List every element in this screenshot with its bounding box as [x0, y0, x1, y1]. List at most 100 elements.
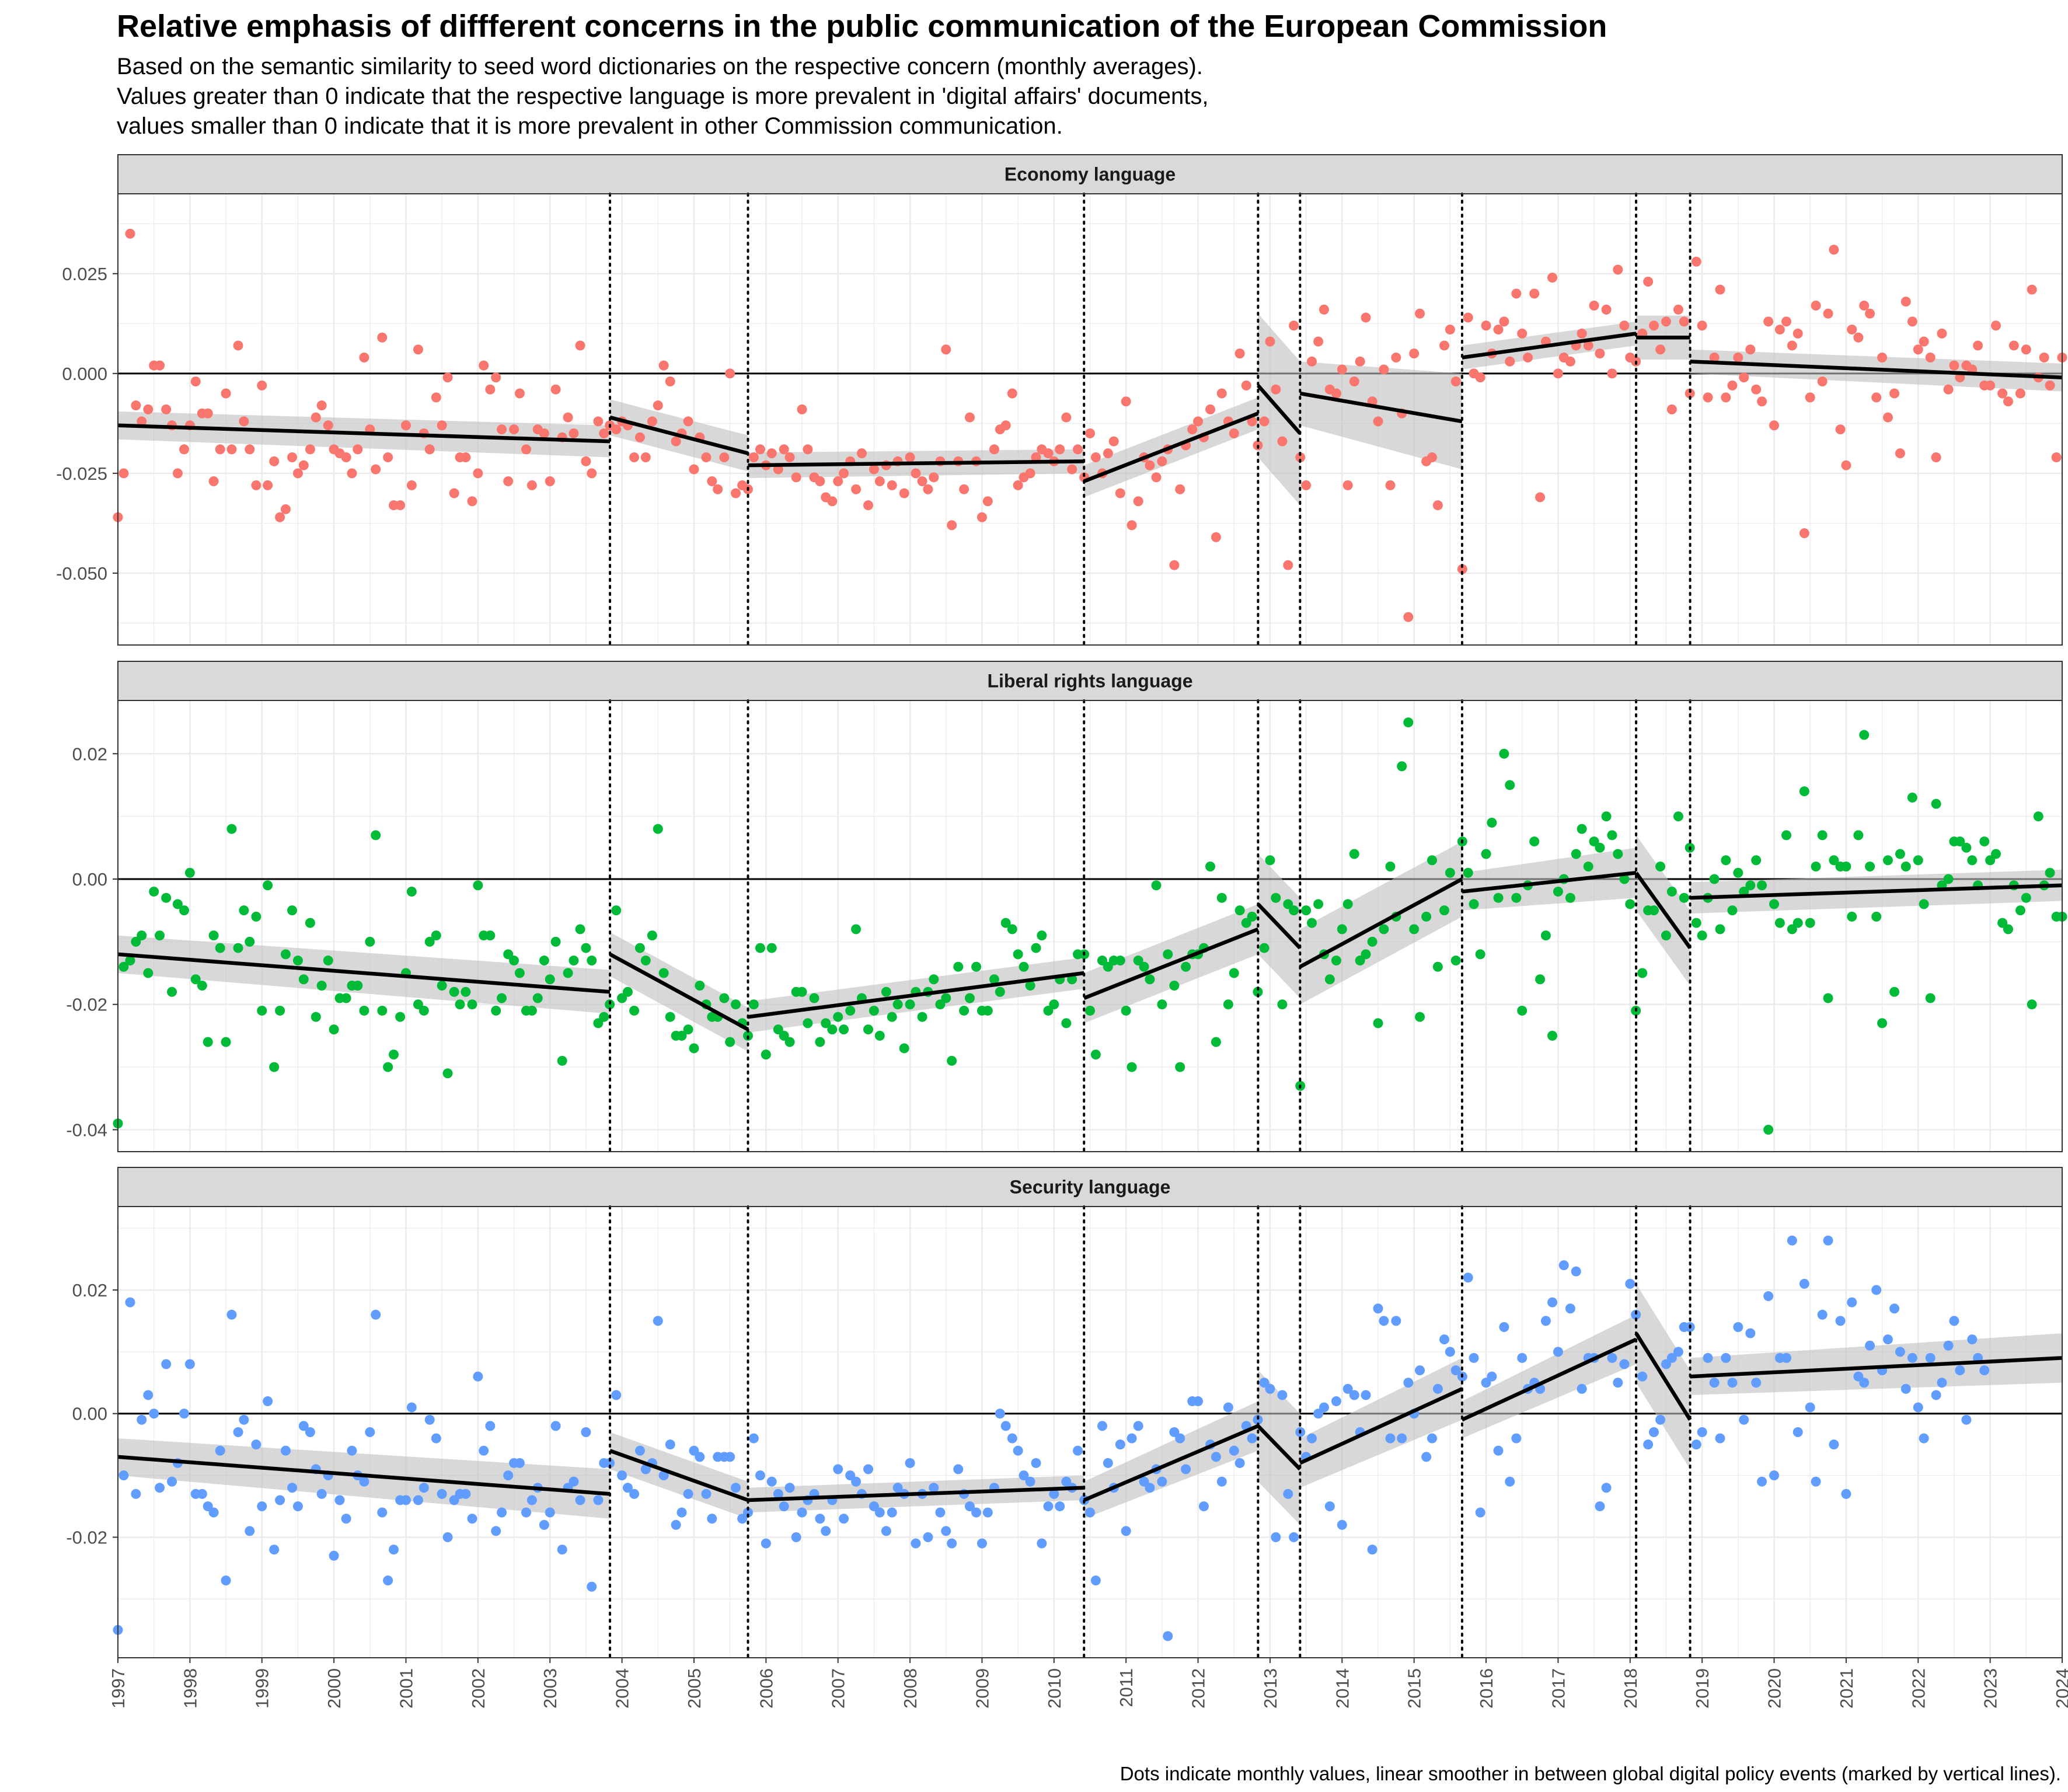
data-point [371, 1309, 381, 1320]
data-point [1121, 396, 1131, 407]
data-point [953, 1464, 964, 1474]
data-point [413, 999, 423, 1010]
data-point [923, 1532, 933, 1543]
trend-line [1083, 412, 1259, 483]
x-tick-label: 2018 [1620, 1668, 1641, 1709]
data-point [905, 452, 915, 462]
data-point [634, 432, 645, 442]
data-point [1517, 328, 1528, 339]
data-point [1385, 480, 1396, 490]
data-point [1793, 328, 1803, 339]
data-point [2045, 867, 2055, 878]
data-point [1540, 1316, 1551, 1326]
data-point [1919, 1433, 1929, 1444]
data-point [1493, 325, 1504, 335]
data-point [1967, 1334, 1978, 1345]
y-tick-label: -0.02 [66, 995, 107, 1015]
x-tick-label: 2015 [1404, 1668, 1425, 1709]
data-point [1925, 1352, 1936, 1363]
data-point [1925, 993, 1936, 1003]
data-point [1385, 1433, 1396, 1444]
data-point [143, 404, 154, 414]
data-point [1055, 1501, 1065, 1512]
data-point [1763, 316, 1774, 327]
data-point [1361, 312, 1371, 323]
trend-line [1461, 1337, 1637, 1422]
trend-line [1690, 360, 2063, 379]
data-point [1127, 520, 1137, 531]
data-point [833, 476, 843, 487]
data-point [1301, 480, 1312, 490]
data-point [1306, 1433, 1317, 1444]
data-point [689, 464, 699, 475]
data-point [208, 930, 219, 941]
data-point [424, 1414, 435, 1425]
data-point [1697, 1427, 1707, 1437]
data-point [1121, 1005, 1131, 1016]
data-point [526, 1495, 537, 1505]
data-point [1859, 730, 1870, 740]
data-point [647, 416, 657, 427]
data-point [437, 420, 447, 431]
data-point [1247, 911, 1257, 922]
data-point [1787, 1235, 1797, 1246]
data-point [1450, 376, 1461, 387]
x-tick-label: 2019 [1692, 1668, 1713, 1709]
data-point [803, 444, 813, 455]
data-point [1115, 488, 1125, 498]
data-point [287, 452, 298, 462]
data-point [887, 480, 897, 490]
data-point [1577, 824, 1587, 834]
data-point [1301, 905, 1312, 916]
data-point [1811, 301, 1821, 311]
data-point [1907, 792, 1917, 803]
data-point [658, 360, 669, 371]
data-point [1415, 1365, 1425, 1376]
data-point [1373, 1303, 1383, 1314]
data-point [1571, 849, 1581, 859]
data-point [437, 980, 447, 991]
facet-strip [117, 154, 2063, 194]
data-point [1427, 855, 1438, 866]
data-point [563, 412, 573, 423]
confidence-ribbon [1300, 1358, 1462, 1488]
data-point [947, 520, 957, 531]
data-point [419, 1005, 429, 1016]
data-point [611, 905, 622, 916]
data-point [359, 1476, 369, 1487]
confidence-ribbon [1690, 1333, 2062, 1395]
data-point [2027, 999, 2037, 1010]
data-point [827, 1024, 838, 1035]
data-point [1607, 1352, 1617, 1363]
data-point [1415, 1012, 1425, 1022]
data-point [1799, 786, 1809, 797]
data-point [1613, 849, 1623, 859]
data-point [887, 1507, 897, 1518]
data-point [917, 476, 927, 487]
data-point [1529, 288, 1540, 299]
data-point [851, 484, 862, 494]
data-point [731, 1483, 741, 1493]
data-point [755, 1470, 765, 1481]
data-point [629, 1488, 640, 1499]
data-point [184, 1359, 195, 1369]
data-point [1061, 412, 1072, 423]
data-point [1727, 905, 1738, 916]
data-point [1535, 492, 1546, 503]
data-point [118, 1470, 129, 1481]
data-point [467, 496, 477, 507]
data-point [1216, 892, 1227, 903]
data-point [587, 956, 597, 966]
data-point [1337, 364, 1347, 375]
data-point [226, 1309, 237, 1320]
data-point [503, 949, 514, 960]
data-point [1805, 392, 1815, 403]
data-point [1613, 1378, 1623, 1388]
data-point [1000, 918, 1011, 928]
x-tick-label: 2012 [1188, 1668, 1209, 1709]
data-point [2045, 380, 2055, 391]
data-point [1397, 761, 1407, 772]
data-point [545, 476, 555, 487]
data-point [1925, 352, 1936, 362]
